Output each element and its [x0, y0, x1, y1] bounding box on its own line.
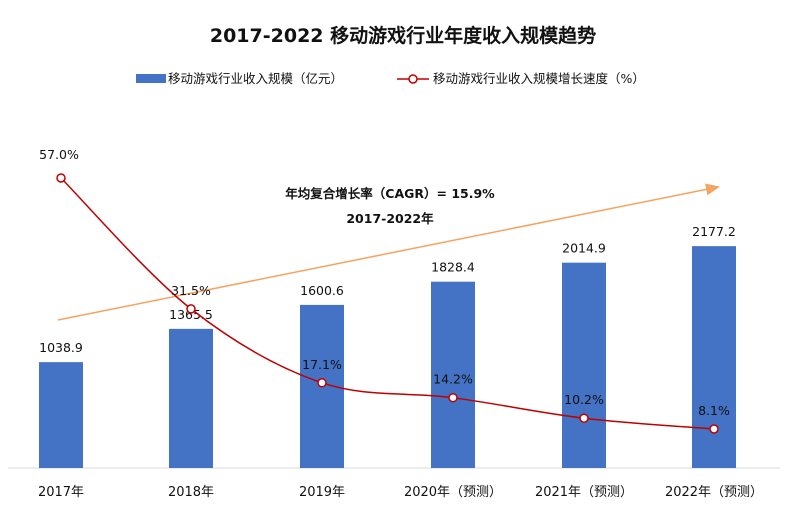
bar-4 — [431, 281, 475, 468]
growth-point-3 — [317, 378, 327, 388]
bar-6 — [692, 246, 736, 468]
trend-arrow — [57, 183, 720, 321]
growth-rate-labels: 57.0% 31.5% 17.1% 14.2% 10.2% 8.1% — [39, 147, 730, 418]
x-axis-labels: 2017年 2018年 2019年 2020年（预测） 2021年（预测） 2022年（预… — [38, 485, 763, 500]
growth-point-4 — [448, 392, 458, 403]
x-tick-label-2: 2018年 — [168, 485, 214, 500]
bar-2 — [169, 328, 213, 468]
growth-rate-line — [60, 177, 715, 430]
growth-label-4: 14.2% — [433, 372, 473, 387]
legend-line-marker — [408, 74, 418, 84]
growth-label-2: 31.5% — [171, 283, 211, 298]
growth-label-3: 17.1% — [302, 357, 342, 372]
bar-1 — [39, 362, 83, 468]
legend: 移动游戏行业收入规模（亿元） 移动游戏行业收入规模增长速度（%） — [136, 71, 645, 86]
bar-5 — [562, 262, 606, 468]
cagr-annotation: 年均复合增长率（CAGR）= 15.9% — [285, 186, 495, 201]
x-tick-label-3: 2019年 — [299, 485, 345, 500]
growth-label-6: 8.1% — [698, 403, 730, 418]
x-tick-label-4: 2020年（预测） — [404, 485, 502, 500]
bar-value-label-5: 2014.9 — [562, 241, 606, 256]
legend-line-label: 移动游戏行业收入规模增长速度（%） — [433, 71, 645, 86]
legend-bar-swatch — [136, 74, 166, 83]
bar-series — [39, 246, 736, 468]
chart-title: 2017-2022 移动游戏行业年度收入规模趋势 — [210, 24, 596, 47]
bar-value-label-1: 1038.9 — [39, 340, 83, 355]
growth-point-2 — [186, 304, 196, 314]
growth-label-1: 57.0% — [39, 147, 79, 162]
bar-value-label-3: 1600.6 — [300, 283, 344, 298]
growth-rate-points — [56, 173, 719, 434]
period-annotation: 2017-2022年 — [346, 211, 434, 226]
x-tick-label-1: 2017年 — [38, 485, 84, 500]
x-tick-label-6: 2022年（预测） — [665, 485, 763, 500]
x-tick-label-5: 2021年（预测） — [535, 485, 633, 500]
legend-bar-label: 移动游戏行业收入规模（亿元） — [168, 71, 343, 86]
growth-label-5: 10.2% — [564, 392, 604, 407]
bar-value-label-4: 1828.4 — [431, 260, 475, 275]
growth-point-6 — [709, 424, 719, 434]
growth-point-5 — [579, 413, 589, 423]
growth-point-1 — [56, 173, 66, 183]
bar-value-label-6: 2177.2 — [692, 224, 736, 239]
